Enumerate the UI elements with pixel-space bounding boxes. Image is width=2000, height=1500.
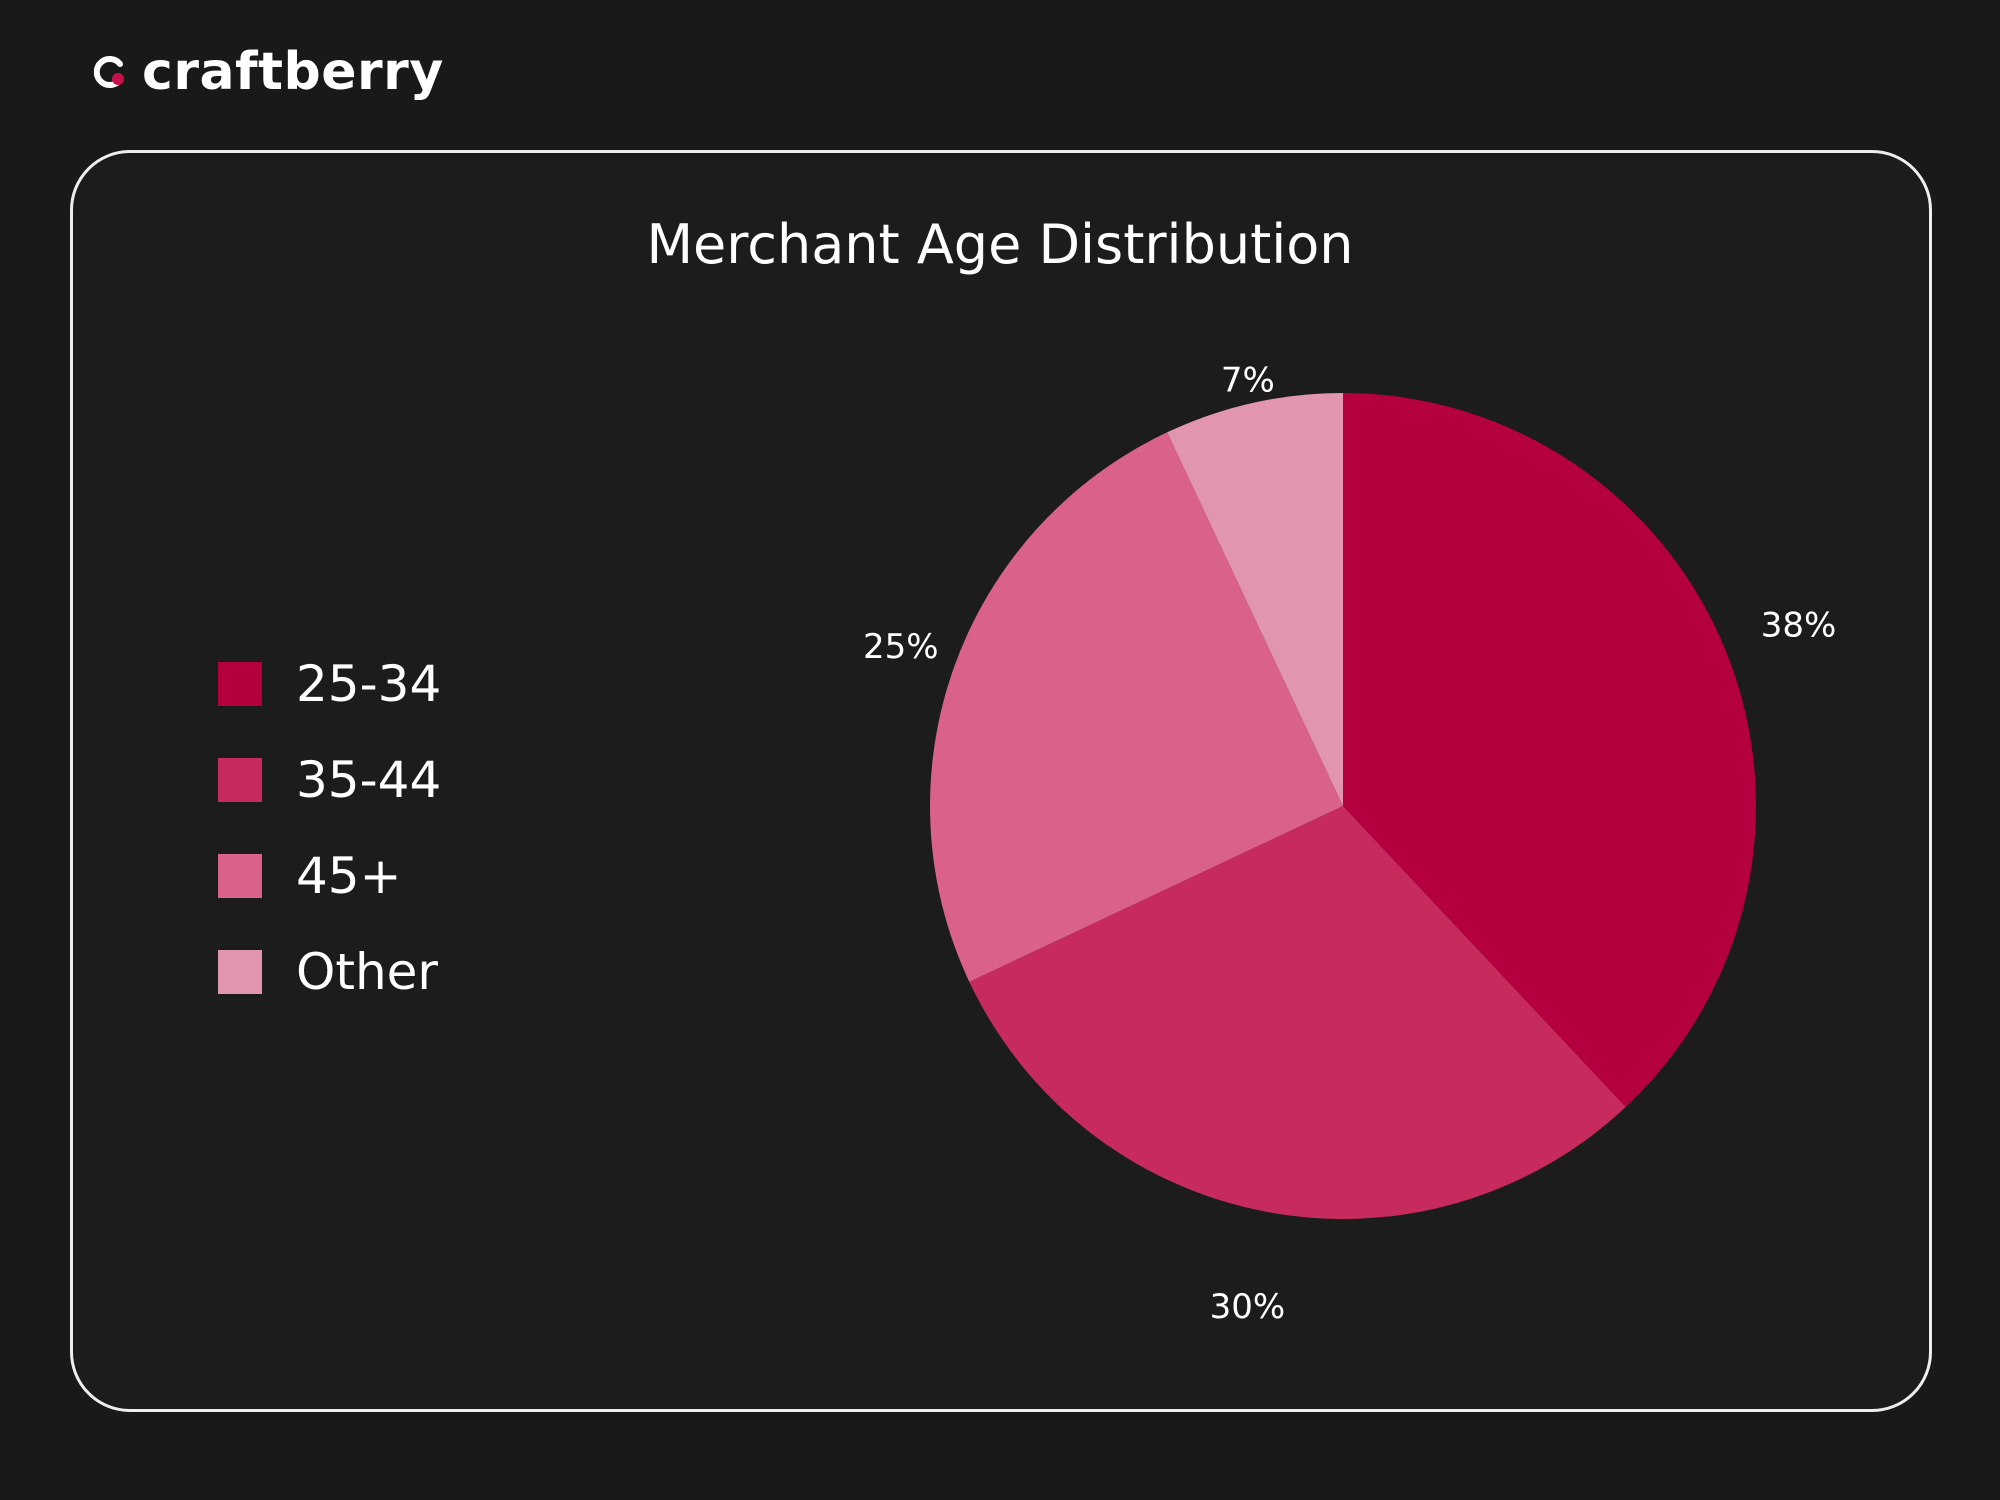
- pie-slice-45-: [930, 432, 1343, 982]
- legend-item-other: Other: [218, 924, 441, 1020]
- pie-slice-35-44: [969, 806, 1626, 1219]
- legend-swatch: [218, 854, 262, 898]
- slice-value-label: 38%: [1761, 606, 1837, 646]
- legend-swatch: [218, 950, 262, 994]
- legend-swatch: [218, 662, 262, 706]
- craftberry-logo-icon: [93, 56, 124, 88]
- brand-header: craftberry: [90, 46, 444, 98]
- brand-name: craftberry: [142, 42, 444, 102]
- slice-value-label: 25%: [863, 627, 939, 667]
- legend-item-45-plus: 45+: [218, 828, 441, 924]
- legend-item-25-34: 25-34: [218, 636, 441, 732]
- slice-value-label: 30%: [1210, 1287, 1286, 1327]
- legend-label: Other: [296, 943, 438, 1001]
- legend-swatch: [218, 758, 262, 802]
- legend-label: 35-44: [296, 751, 442, 809]
- legend-label: 25-34: [296, 655, 442, 713]
- legend-label: 45+: [296, 847, 402, 905]
- chart-legend: 25-34 35-44 45+ Other: [218, 636, 441, 1020]
- pie-slice-other: [1167, 393, 1343, 806]
- chart-title: Merchant Age Distribution: [646, 213, 1354, 276]
- slice-value-label: 7%: [1221, 361, 1275, 401]
- pie-slice-25-34: [1343, 393, 1756, 1108]
- legend-item-35-44: 35-44: [218, 732, 441, 828]
